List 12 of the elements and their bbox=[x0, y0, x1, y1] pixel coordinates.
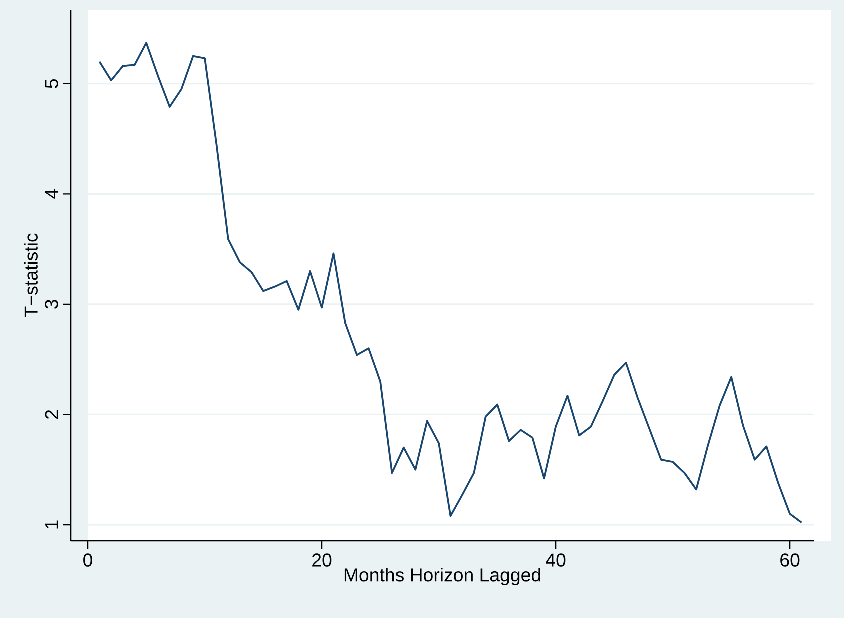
y-tick-label: 5 bbox=[45, 79, 58, 88]
line-series bbox=[98, 42, 803, 524]
y-tick-label: 1 bbox=[45, 520, 58, 529]
x-tick-label: 60 bbox=[780, 554, 800, 567]
y-axis-title: T−statistic bbox=[24, 234, 38, 318]
y-tick-label: 2 bbox=[45, 410, 58, 419]
y-tick-label: 4 bbox=[45, 190, 58, 199]
y-tick-label: 3 bbox=[45, 300, 58, 309]
x-tick-label: 40 bbox=[546, 554, 566, 567]
x-axis-title: Months Horizon Lagged bbox=[344, 568, 540, 586]
x-tick-label: 0 bbox=[84, 554, 92, 567]
x-tick-label: 20 bbox=[312, 554, 332, 567]
